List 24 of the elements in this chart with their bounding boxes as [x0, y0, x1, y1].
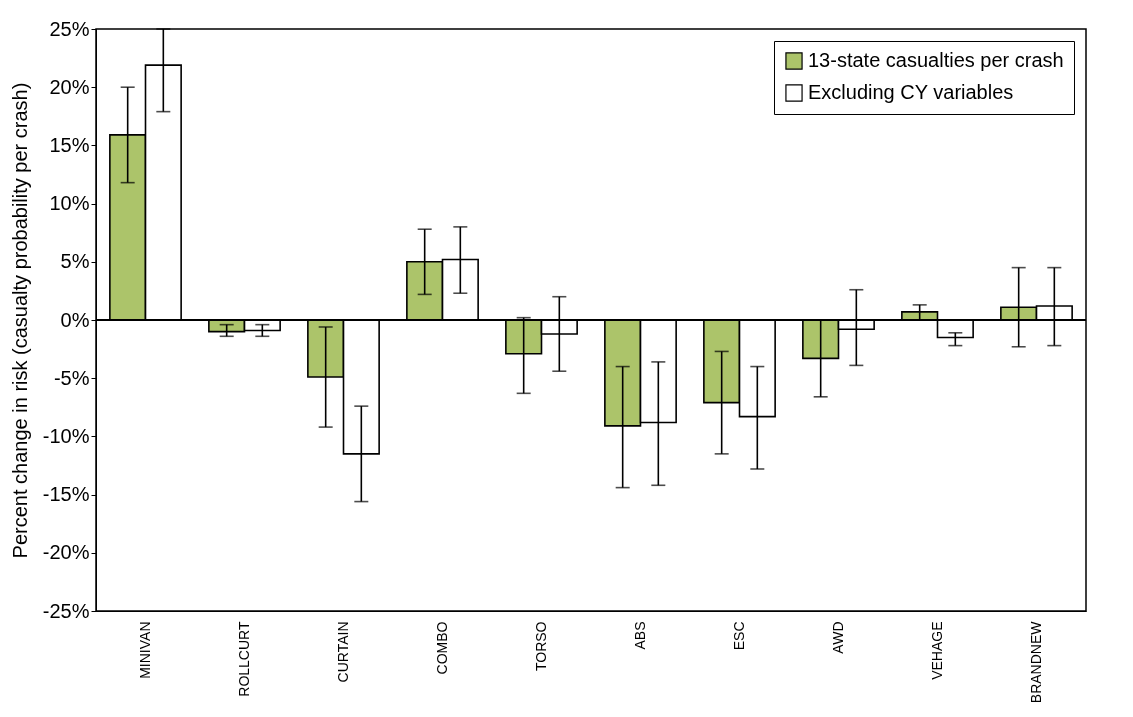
y-tick-label: 5% — [60, 250, 90, 273]
y-tick-label: 20% — [49, 75, 90, 98]
y-tick-label: -5% — [53, 366, 90, 389]
y-tick-label: 15% — [49, 133, 90, 156]
legend-label: 13-state casualties per crash — [808, 49, 1064, 71]
x-tick-label: BRANDNEW — [1027, 620, 1044, 704]
x-tick-label: MINIVAN — [136, 621, 153, 679]
y-tick-label: 25% — [49, 17, 90, 40]
x-tick-label: TORSO — [532, 621, 549, 672]
x-tick-label: VEHAGE — [928, 621, 945, 680]
x-tick-label: CURTAIN — [334, 621, 351, 683]
y-axis-title: Percent change in risk (casualty probability per crash) — [8, 82, 31, 559]
x-tick-label: AWD — [829, 621, 846, 654]
legend-label: Excluding CY variables — [808, 81, 1014, 103]
x-tick-label: ABS — [631, 621, 648, 650]
y-tick-label: -10% — [42, 424, 90, 447]
y-tick-label: -20% — [42, 541, 90, 564]
x-tick-label: ROLLCURT — [235, 621, 252, 697]
y-tick-label: -15% — [42, 483, 90, 506]
y-tick-label: 10% — [49, 192, 90, 215]
y-tick-label: -25% — [42, 599, 90, 622]
x-tick-label: COMBO — [433, 621, 450, 675]
y-tick-label: 0% — [60, 308, 90, 331]
x-tick-label: ESC — [730, 621, 747, 651]
